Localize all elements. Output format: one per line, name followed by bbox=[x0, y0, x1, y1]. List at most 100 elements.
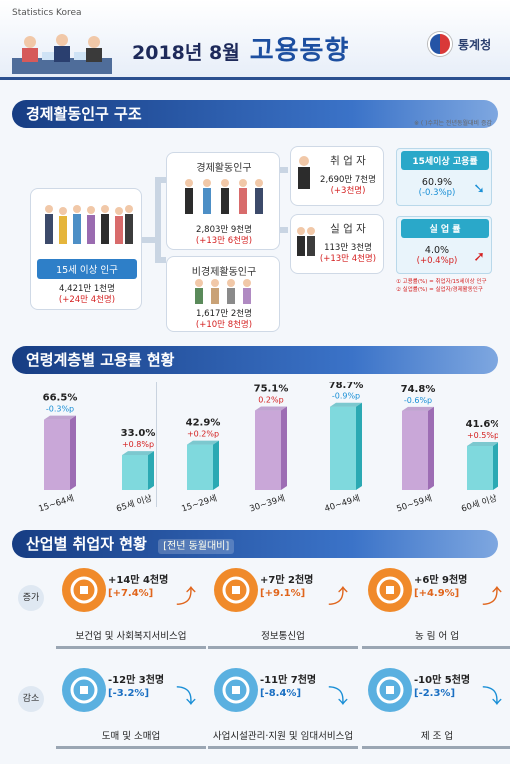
logo-text: 통계청 bbox=[458, 37, 492, 52]
pop15-value: 4,421만 1천명 bbox=[59, 284, 115, 294]
bar-value-label: 33.0% bbox=[121, 428, 156, 439]
farmer-icon bbox=[368, 568, 412, 612]
bar-change-label: 0.2%p bbox=[258, 396, 283, 405]
employment-rate-label: 15세이상 고용률 bbox=[401, 151, 489, 170]
unemployed-change: (+13만 4천명) bbox=[319, 254, 377, 264]
bar-top bbox=[122, 451, 154, 456]
industry-value-block: +7만 2천명 [+9.1%] bbox=[260, 574, 313, 600]
workers-illustration bbox=[185, 179, 263, 214]
bar-6: 41.6%+0.5%p 60세 이상 bbox=[460, 419, 498, 514]
curved-up-arrow-icon: ⤴ bbox=[482, 584, 502, 608]
bar-side bbox=[493, 442, 498, 490]
industry-value-block: -10만 5천명 [-2.3%] bbox=[414, 674, 470, 700]
inactive-people-illustration bbox=[195, 279, 251, 304]
industry-change-value: -11만 7천명 bbox=[260, 675, 317, 686]
unemployed-value: 113만 3천명 bbox=[324, 243, 372, 253]
inactive-value-block: 1,617만 2천명 (+10만 8천명) bbox=[167, 309, 281, 331]
up-arrow-icon: ➚ bbox=[473, 249, 485, 265]
employment-rate-value: 60.9% bbox=[421, 177, 453, 188]
industry-change-value: +7만 2천명 bbox=[260, 575, 314, 586]
agency-english-name: Statistics Korea bbox=[12, 8, 82, 18]
pop15-change: (+24만 4천명) bbox=[58, 295, 116, 305]
unemployment-rate-label: 실 업 률 bbox=[401, 219, 489, 238]
curved-up-arrow-icon: ⤴ bbox=[176, 584, 196, 608]
section-header-age-employment: 연령계층별 고용률 현황 bbox=[12, 346, 498, 374]
bar-change-label: -0.3%p bbox=[46, 405, 74, 414]
industry-change-value: +6만 9천명 bbox=[414, 575, 468, 586]
industry-change-percent: [-3.2%] bbox=[108, 688, 150, 699]
industry-change-percent: [+4.9%] bbox=[414, 588, 460, 599]
unemployed-people-icon bbox=[297, 227, 315, 256]
down-arrow-icon: ➘ bbox=[473, 181, 485, 197]
section-title: 산업별 취업자 현황 bbox=[26, 535, 147, 553]
employment-rate-value-block: 60.9% (-0.3%p) bbox=[397, 177, 477, 199]
employed-person-icon bbox=[298, 156, 310, 189]
section-title: 경제활동인구 구조 bbox=[26, 105, 142, 123]
industry-item: -10만 5천명 [-2.3%] ⤵ 제 조 업 bbox=[362, 668, 510, 760]
mouse-hand-icon bbox=[214, 568, 258, 612]
inactive-label: 비경제활동인구 bbox=[191, 267, 257, 278]
bar-side bbox=[70, 415, 76, 490]
employed-change: (+3천명) bbox=[330, 186, 366, 196]
industry-value-block: -11만 7천명 [-8.4%] bbox=[260, 674, 316, 700]
unemployed-card: 실 업 자 113만 3천명 (+13만 4천명) bbox=[290, 214, 384, 274]
sale-shirt-icon bbox=[62, 668, 106, 712]
bar-side bbox=[148, 451, 154, 490]
title-main: 고용동향 bbox=[249, 36, 350, 66]
health-care-icon bbox=[62, 568, 106, 612]
formula-unemployment-rate: ② 실업률(%) = 실업자/경제활동인구 bbox=[396, 287, 483, 293]
employed-label: 취 업 자 bbox=[330, 155, 366, 167]
category-label: 15~29세 bbox=[180, 494, 218, 514]
industry-item: +6만 9천명 [+4.9%] ⤴ 농 림 어 업 bbox=[362, 568, 510, 660]
agency-logo: 통계청 bbox=[428, 32, 491, 56]
bar-value-label: 75.1% bbox=[254, 384, 289, 395]
unemployed-value-block: 113만 3천명 (+13만 4천명) bbox=[311, 243, 385, 265]
taeguk-logo-icon bbox=[428, 32, 452, 56]
bar-4: 78.7%-0.9%p 40~49세 bbox=[323, 382, 363, 514]
employed-value-block: 2,690만 7천명 (+3천명) bbox=[311, 175, 385, 197]
decrease-tag: 감소 bbox=[18, 686, 44, 712]
inactive-value: 1,617만 2천명 bbox=[196, 309, 252, 319]
formula-employment-rate: ① 고용률(%) = 취업자/15세이상 인구 bbox=[396, 279, 487, 285]
industry-change-value: -12만 3천명 bbox=[108, 675, 165, 686]
industry-change-percent: [+7.4%] bbox=[108, 588, 154, 599]
pop15-value-block: 4,421만 1천명 (+24만 4천명) bbox=[31, 284, 143, 306]
industry-value-block: +14만 4천명 [+7.4%] bbox=[108, 574, 168, 600]
bar-side bbox=[213, 440, 219, 490]
industry-change-percent: [-8.4%] bbox=[260, 688, 302, 699]
bar-side bbox=[356, 402, 362, 490]
bar-change-label: -0.9%p bbox=[332, 392, 360, 401]
bar-value-label: 42.9% bbox=[186, 418, 221, 429]
industry-name: 도매 및 소매업 bbox=[56, 728, 206, 749]
industry-change-value: -10만 5천명 bbox=[414, 675, 471, 686]
unemployment-rate-box: 실 업 률 4.0% (+0.4%p) ➚ bbox=[396, 216, 492, 274]
industry-name: 사업시설관리·지원 및 임대서비스업 bbox=[208, 728, 358, 749]
category-label: 40~49세 bbox=[323, 494, 361, 514]
curved-down-arrow-icon: ⤵ bbox=[328, 684, 348, 708]
inactive-change: (+10만 8천명) bbox=[195, 320, 253, 330]
employment-rate-box: 15세이상 고용률 60.9% (-0.3%p) ➘ bbox=[396, 148, 492, 206]
increase-tag: 증가 bbox=[18, 585, 44, 611]
bar-top bbox=[255, 406, 287, 411]
category-label: 50~59세 bbox=[395, 494, 433, 514]
bar-top bbox=[330, 402, 362, 407]
bar-front bbox=[402, 410, 428, 490]
category-label: 60세 이상 bbox=[460, 493, 498, 514]
unemployment-rate-value-block: 4.0% (+0.4%p) bbox=[397, 245, 477, 267]
bar-top bbox=[467, 441, 498, 446]
industry-item: +7만 2천명 [+9.1%] ⤴ 정보통신업 bbox=[208, 568, 368, 660]
bar-value-label: 74.8% bbox=[401, 384, 436, 395]
bar-change-label: -0.6%p bbox=[404, 396, 432, 405]
employment-rate-change: (-0.3%p) bbox=[418, 188, 456, 198]
unemployment-rate-value: 4.0% bbox=[424, 245, 450, 256]
industry-item: +14만 4천명 [+7.4%] ⤴ 보건업 및 사회복지서비스업 bbox=[56, 568, 216, 660]
curved-down-arrow-icon: ⤵ bbox=[176, 684, 196, 708]
bar-front bbox=[330, 406, 356, 490]
bar-change-label: +0.2%p bbox=[187, 430, 219, 439]
bar-change-label: +0.8%p bbox=[122, 440, 154, 449]
pop15-card: 15세 이상 인구 4,421만 1천명 (+24만 4천명) bbox=[30, 188, 142, 310]
bar-front bbox=[122, 455, 148, 490]
industry-name: 농 림 어 업 bbox=[362, 628, 510, 649]
